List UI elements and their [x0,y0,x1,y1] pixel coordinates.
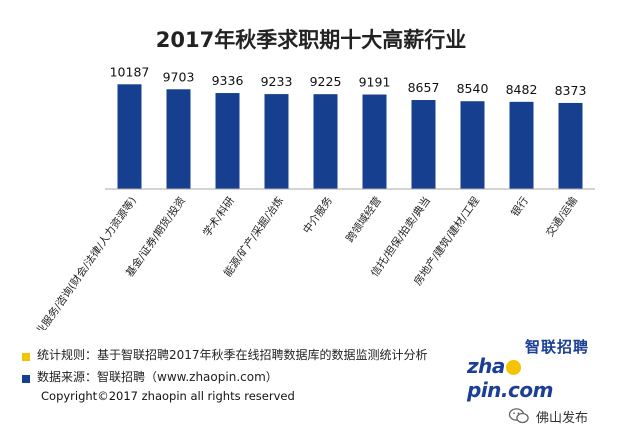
wechat-icon [508,408,529,424]
value-label-7: 8657 [408,80,440,95]
category-label-6: 跨领域经营 [343,194,384,244]
value-label-5: 9225 [310,74,342,89]
source-note: 数据来源：智联招聘（www.zhaopin.com） [37,370,278,384]
value-label-3: 9336 [212,73,244,88]
bar-2 [166,89,191,189]
rule-legend-swatch [22,353,30,361]
bar-9 [509,101,534,189]
copyright-text: Copyright©2017 zhaopin all rights reserv… [41,389,295,403]
bar-6 [362,94,387,189]
category-label-9: 银行 [508,194,531,219]
watermark-text: 佛山发布 [536,410,589,426]
category-label-10: 交通/运输 [543,194,580,239]
zhaopin-logo: 智联招聘 zhapin.com [467,336,597,402]
bar-10 [558,102,583,189]
bar-1 [117,84,142,189]
bar-5 [313,94,338,189]
category-label-5: 中介服务 [300,194,335,236]
logo-chinese-text: 智联招聘 [524,338,589,356]
rule-note: 统计规则：基于智联招聘2017年秋季在线招聘数据库的数据监测统计分析 [37,348,428,362]
bar-7 [411,100,436,189]
value-label-2: 9703 [163,69,195,84]
value-label-4: 9233 [261,74,293,89]
chart-title: 2017年秋季求职期十大高薪行业 [156,28,466,52]
value-label-1: 10187 [110,64,150,79]
logo-en-right: pin.com [467,378,553,402]
bar-chart: 2017年秋季求职期十大高薪行业 10187 9703 9336 9233 9225 91… [27,28,595,330]
value-label-6: 9191 [359,75,391,90]
source-legend-swatch [22,375,30,383]
logo-en-left: zha [467,354,505,378]
category-label-1: 专业服务/咨询(财会/法律/人力资源等) [27,194,139,330]
logo-english-text: zhapin.com [467,354,597,402]
bar-8 [460,101,485,189]
value-label-8: 8540 [457,81,489,96]
category-label-3: 学术/科研 [200,194,237,239]
value-label-9: 8482 [506,82,538,97]
bar-4 [264,94,289,189]
value-label-10: 8373 [555,83,587,98]
watermark: 佛山发布 [508,405,588,427]
logo-dot-icon [505,360,521,375]
bar-3 [215,93,240,189]
